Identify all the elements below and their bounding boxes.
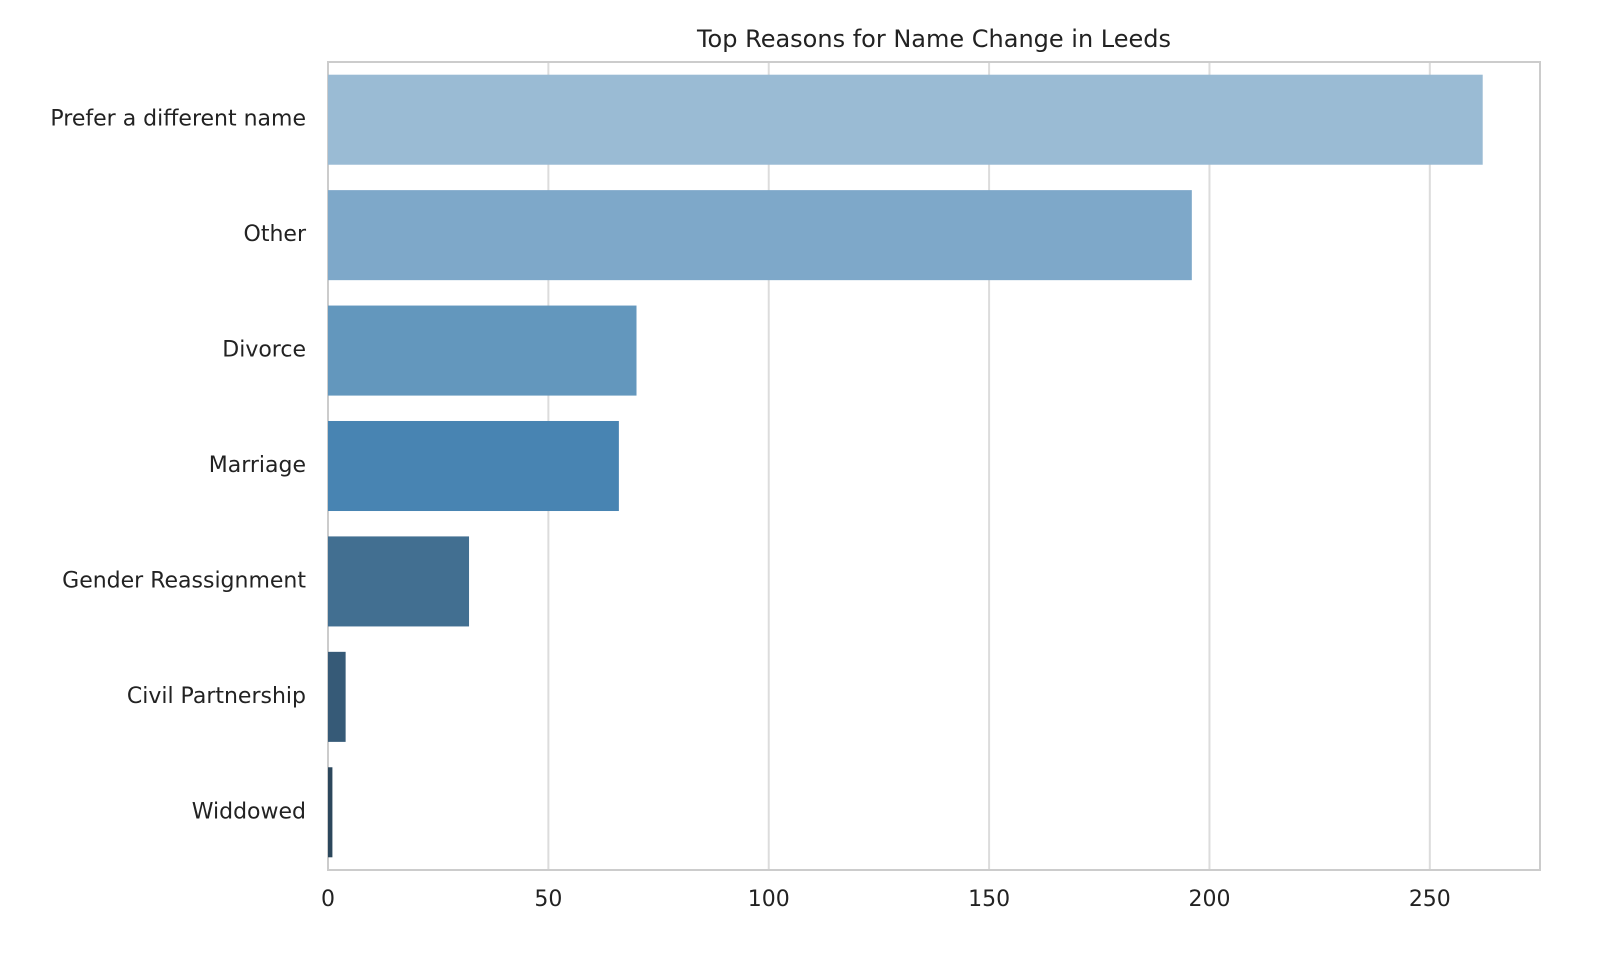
bar (328, 420, 619, 512)
bar (328, 767, 333, 858)
y-tick-label: Divorce (222, 338, 306, 363)
bar (328, 651, 346, 742)
y-tick-label: Prefer a different name (50, 107, 306, 132)
x-tick-label: 0 (321, 887, 335, 912)
chart-title: Top Reasons for Name Change in Leeds (696, 25, 1171, 53)
bar (328, 190, 1192, 281)
y-tick-label: Marriage (209, 453, 306, 478)
y-tick-label: Civil Partnership (127, 684, 306, 709)
x-tick-label: 100 (748, 887, 790, 912)
bar (328, 536, 470, 627)
y-tick-label: Widdowed (192, 799, 306, 824)
x-tick-label: 50 (534, 887, 562, 912)
bar (328, 74, 1483, 165)
bar (328, 305, 637, 396)
x-tick-label: 200 (1188, 887, 1230, 912)
y-tick-label: Gender Reassignment (62, 568, 306, 593)
x-tick-label: 150 (968, 887, 1010, 912)
x-tick-label: 250 (1409, 887, 1451, 912)
y-tick-label: Other (244, 222, 307, 247)
